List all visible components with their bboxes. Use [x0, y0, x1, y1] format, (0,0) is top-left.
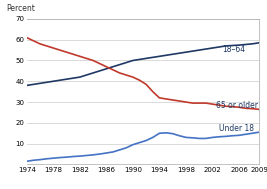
Text: Under 18: Under 18: [219, 124, 254, 132]
Text: 65 or older: 65 or older: [216, 101, 258, 110]
Text: 18–64: 18–64: [222, 45, 246, 53]
Text: Percent: Percent: [6, 4, 35, 13]
